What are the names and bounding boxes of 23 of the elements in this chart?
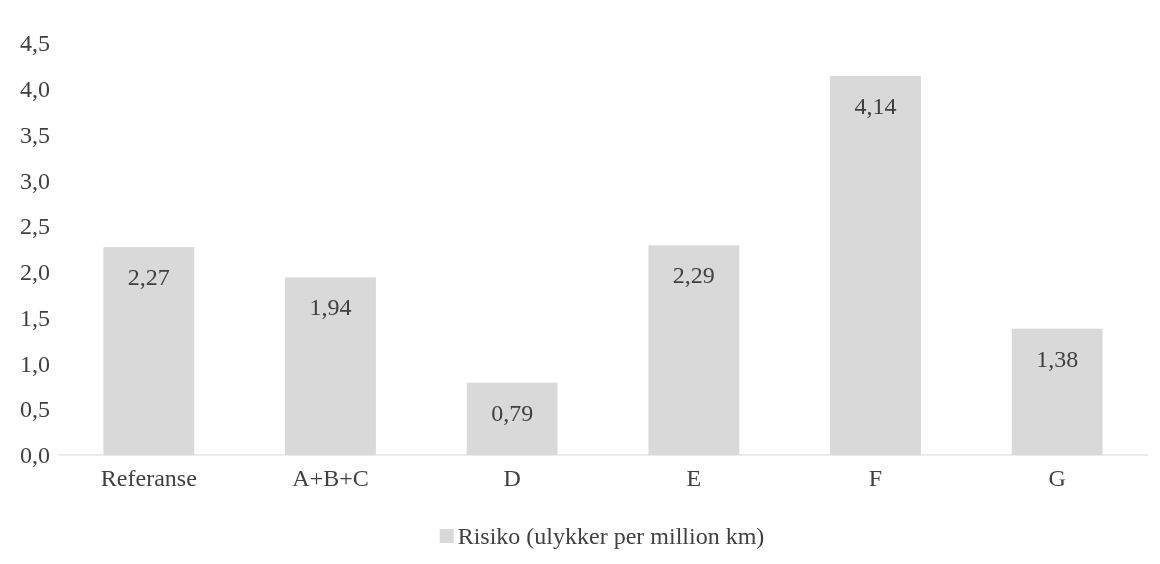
data-label: 4,14 bbox=[854, 92, 897, 119]
x-tick-label: G bbox=[1048, 465, 1066, 492]
data-label: 2,29 bbox=[672, 262, 715, 289]
y-tick-label: 3,0 bbox=[20, 167, 50, 194]
x-tick-label: E bbox=[686, 465, 702, 492]
x-tick-label: Referanse bbox=[100, 465, 197, 492]
y-tick-label: 0,0 bbox=[20, 442, 50, 469]
y-tick-label: 2,0 bbox=[20, 259, 50, 286]
y-tick-label: 0,5 bbox=[20, 396, 50, 423]
data-label: 0,79 bbox=[491, 399, 534, 426]
y-tick-label: 3,5 bbox=[20, 121, 50, 148]
y-tick-label: 4,5 bbox=[20, 30, 50, 57]
data-label: 2,27 bbox=[127, 264, 170, 291]
y-tick-label: 4,0 bbox=[20, 75, 50, 102]
data-label: 1,38 bbox=[1036, 345, 1079, 372]
data-label: 1,94 bbox=[309, 294, 352, 321]
legend-label: Risiko (ulykker per million km) bbox=[457, 523, 765, 550]
x-tick-label: D bbox=[503, 465, 521, 492]
x-tick-label: A+B+C bbox=[292, 465, 369, 492]
y-tick-label: 1,0 bbox=[20, 350, 50, 377]
x-tick-label: F bbox=[868, 465, 883, 492]
y-tick-label: 2,5 bbox=[20, 213, 50, 240]
y-tick-label: 1,5 bbox=[20, 304, 50, 331]
